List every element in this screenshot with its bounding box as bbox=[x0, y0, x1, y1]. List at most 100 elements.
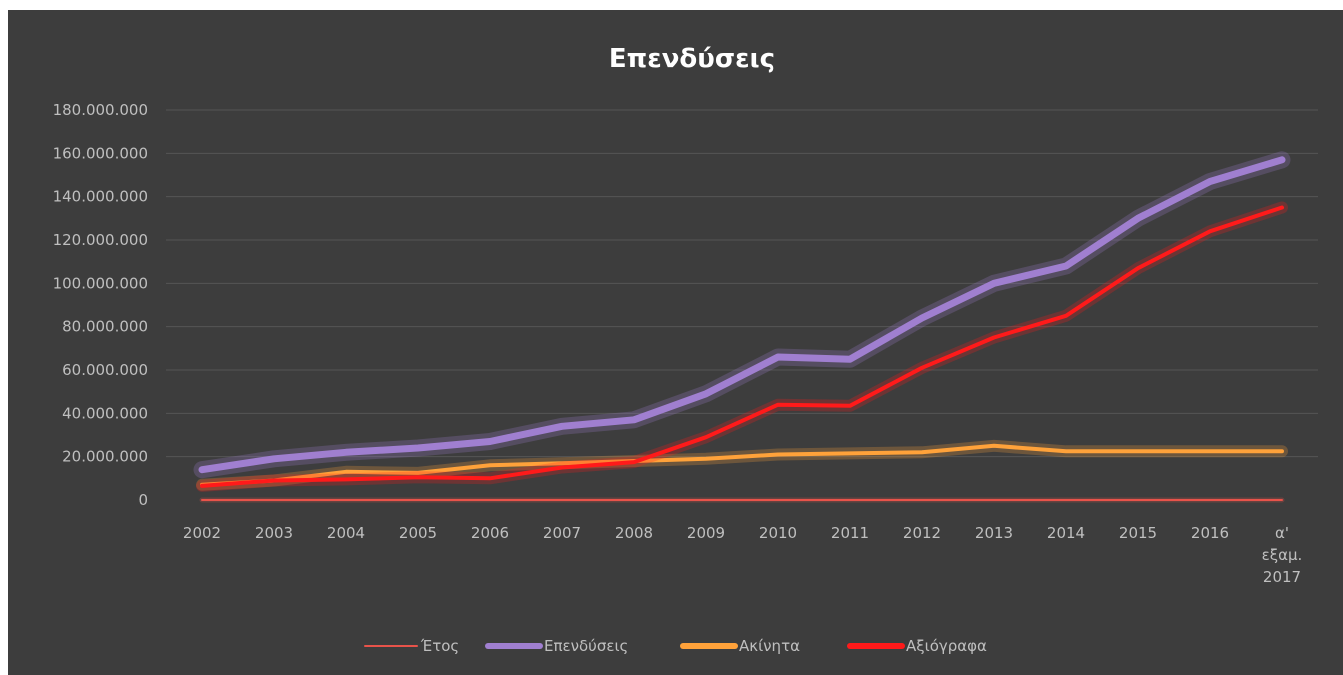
series-line bbox=[198, 156, 1286, 474]
x-tick-label: 2004 bbox=[327, 524, 365, 542]
x-tick-label: 2015 bbox=[1119, 524, 1157, 542]
legend-item: Αξιόγραφα bbox=[847, 637, 987, 655]
series-1 bbox=[193, 151, 1291, 479]
x-tick-label: 2003 bbox=[255, 524, 293, 542]
data-point bbox=[1281, 450, 1283, 452]
data-point bbox=[561, 499, 563, 501]
data-point bbox=[345, 471, 347, 473]
data-point bbox=[777, 356, 779, 358]
x-tick-label: 2014 bbox=[1047, 524, 1085, 542]
data-point bbox=[417, 499, 419, 501]
data-point bbox=[417, 447, 419, 449]
data-point bbox=[1209, 450, 1211, 452]
data-point bbox=[921, 451, 923, 453]
data-point bbox=[1137, 450, 1139, 452]
data-point bbox=[1281, 207, 1283, 208]
x-axis: 2002 2003 2004 2005 2006 2007 2008 2009 2010 2011… bbox=[183, 524, 1302, 586]
data-point bbox=[1209, 230, 1211, 232]
data-point bbox=[777, 499, 779, 501]
x-tick-label: 2007 bbox=[543, 524, 581, 542]
chart-title: Επενδύσεις bbox=[609, 44, 775, 74]
data-point bbox=[273, 458, 275, 460]
data-point bbox=[1137, 217, 1139, 219]
data-point bbox=[993, 499, 995, 501]
data-point bbox=[705, 458, 707, 460]
data-point bbox=[633, 461, 635, 463]
data-point bbox=[273, 480, 275, 481]
data-point bbox=[201, 469, 203, 471]
data-point bbox=[561, 425, 563, 427]
legend: Έτος Επενδύσεις Ακίνητα Αξιόγραφα bbox=[364, 637, 987, 655]
data-point bbox=[417, 472, 419, 474]
legend-item: Έτος bbox=[364, 637, 459, 655]
chart-frame: Επενδύσεις 0 20.000.000 40.000.000 60.000.0… bbox=[8, 10, 1343, 675]
data-point bbox=[1065, 499, 1067, 501]
data-point bbox=[849, 452, 851, 454]
y-tick-label: 0 bbox=[138, 491, 148, 509]
data-point bbox=[921, 499, 923, 501]
data-point bbox=[1137, 499, 1139, 501]
data-point bbox=[633, 499, 635, 501]
data-point bbox=[705, 499, 707, 501]
legend-label: Έτος bbox=[420, 637, 459, 655]
y-tick-label: 180.000.000 bbox=[53, 101, 148, 119]
data-point bbox=[1065, 315, 1067, 317]
data-point bbox=[1209, 181, 1211, 182]
data-point bbox=[1065, 450, 1067, 452]
data-point bbox=[921, 317, 923, 319]
x-tick-label: 2005 bbox=[399, 524, 437, 542]
y-tick-label: 140.000.000 bbox=[53, 188, 148, 206]
data-point bbox=[201, 485, 203, 487]
y-tick-label: 80.000.000 bbox=[62, 318, 148, 336]
data-point bbox=[201, 499, 203, 501]
chart: Επενδύσεις 0 20.000.000 40.000.000 60.000.0… bbox=[53, 44, 1318, 655]
data-point bbox=[849, 405, 851, 407]
data-point bbox=[1065, 265, 1067, 267]
data-point bbox=[993, 282, 995, 284]
data-point bbox=[993, 445, 995, 447]
data-point bbox=[345, 478, 347, 480]
series-2 bbox=[196, 439, 1288, 491]
series-line bbox=[200, 443, 1284, 487]
data-point bbox=[1281, 499, 1283, 501]
data-point bbox=[345, 499, 347, 501]
x-tick-label: 2016 bbox=[1191, 524, 1229, 542]
x-tick-label: 2006 bbox=[471, 524, 509, 542]
y-tick-label: 20.000.000 bbox=[62, 448, 148, 466]
y-tick-label: 100.000.000 bbox=[53, 274, 148, 292]
data-point bbox=[561, 467, 563, 468]
x-tick-label: 2008 bbox=[615, 524, 653, 542]
x-tick-label: 2002 bbox=[183, 524, 221, 542]
series-3 bbox=[196, 201, 1288, 492]
series-0 bbox=[199, 497, 1285, 503]
data-point bbox=[489, 464, 491, 466]
data-point bbox=[633, 419, 635, 421]
x-tick-label: 2011 bbox=[831, 524, 869, 542]
x-tick-label: 2010 bbox=[759, 524, 797, 542]
legend-label: Αξιόγραφα bbox=[906, 637, 987, 655]
data-point bbox=[273, 499, 275, 501]
x-tick-label: 2012 bbox=[903, 524, 941, 542]
legend-item: Επενδύσεις bbox=[485, 637, 628, 655]
data-point bbox=[1137, 267, 1139, 269]
series-line bbox=[200, 205, 1284, 488]
data-point bbox=[777, 454, 779, 455]
grid-layer bbox=[166, 109, 1318, 458]
data-point bbox=[849, 358, 851, 360]
x-tick-label: 2009 bbox=[687, 524, 725, 542]
y-axis: 0 20.000.000 40.000.000 60.000.000 80.000.00… bbox=[53, 101, 148, 509]
legend-label: Επενδύσεις bbox=[544, 637, 628, 655]
y-tick-label: 160.000.000 bbox=[53, 144, 148, 162]
series-layer bbox=[193, 151, 1291, 503]
data-point bbox=[489, 441, 491, 442]
data-point bbox=[417, 476, 419, 478]
data-point bbox=[705, 393, 707, 395]
x-tick-label: 2013 bbox=[975, 524, 1013, 542]
data-point bbox=[345, 451, 347, 453]
data-point bbox=[705, 436, 707, 438]
data-point bbox=[489, 499, 491, 501]
y-tick-label: 120.000.000 bbox=[53, 231, 148, 249]
data-point bbox=[849, 499, 851, 501]
y-tick-label: 40.000.000 bbox=[62, 404, 148, 422]
data-point bbox=[1281, 159, 1283, 161]
